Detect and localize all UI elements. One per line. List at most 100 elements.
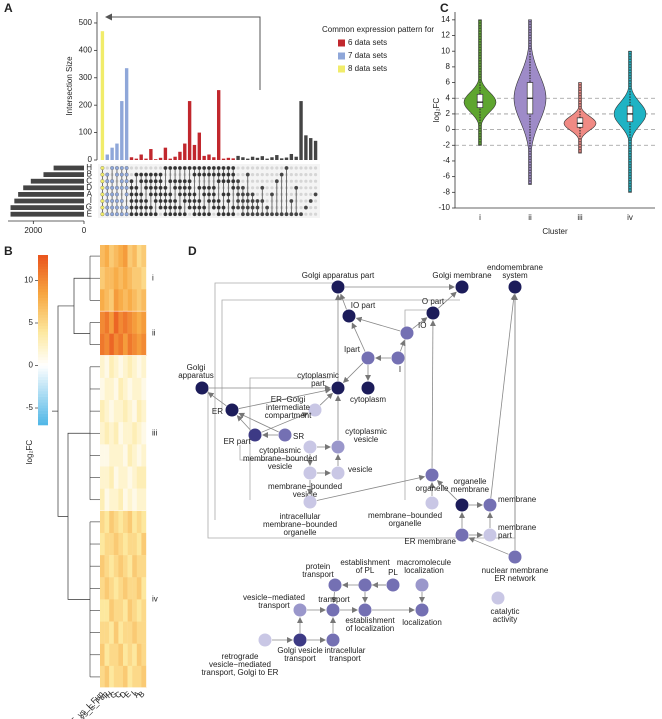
network-node-label: vesicle−mediated transport [243, 593, 305, 610]
heatmap-cell [100, 377, 105, 401]
column-label: I [129, 690, 137, 698]
set-label: A [87, 190, 93, 199]
network-node-label: retrograde vesicle−mediated transport, Gol… [202, 652, 279, 677]
network-node-label: IO part [351, 301, 376, 310]
matrix-dot [231, 166, 236, 170]
heatmap-cell [104, 532, 110, 556]
legend-label: 8 data sets [348, 64, 387, 73]
heatmap-cell [113, 400, 119, 423]
matrix-dot [163, 166, 168, 170]
matrix-dot-empty [299, 166, 303, 170]
matrix-dot [105, 212, 110, 217]
matrix-dot [110, 205, 115, 210]
colorbar-step [38, 362, 48, 366]
matrix-dot [221, 172, 226, 177]
colorbar-step [38, 272, 48, 276]
bar [265, 158, 269, 160]
colorbar-step [38, 334, 48, 338]
matrix-dot-empty [251, 179, 255, 183]
network-edge [207, 392, 227, 407]
network-node [331, 381, 345, 395]
colorbar-step [38, 331, 48, 335]
matrix-dot-empty [309, 173, 313, 177]
matrix-dot-empty [289, 166, 293, 170]
matrix-dot [115, 166, 119, 170]
heatmap-cell [113, 311, 119, 334]
matrix-dot [100, 166, 105, 170]
heatmap-cell [109, 466, 114, 489]
network-node [425, 468, 439, 482]
matrix-dot [134, 205, 139, 210]
set-size-bar [10, 205, 84, 210]
y-tick-label: 14 [441, 15, 450, 24]
bar [115, 143, 119, 160]
matrix-dot [192, 199, 197, 203]
matrix-dot [226, 199, 231, 203]
heatmap-cell [104, 621, 110, 644]
network-node [358, 603, 372, 617]
matrix-dot [265, 205, 270, 210]
matrix-dot [100, 199, 105, 203]
column-label: G [108, 690, 119, 701]
matrix-dot-empty [260, 173, 264, 177]
matrix-dot [250, 205, 255, 210]
y-tick-label: 12 [441, 31, 450, 40]
heatmap-cell [109, 245, 114, 268]
y-tick-label: 6 [446, 78, 451, 87]
label-line: cytoplasmic [259, 446, 301, 455]
heatmap-cell [109, 643, 114, 667]
heatmap-cell [141, 510, 147, 534]
matrix-dot [207, 212, 211, 217]
matrix-dot [279, 172, 284, 177]
matrix-dot [226, 212, 231, 217]
heatmap-cell [104, 555, 110, 578]
heatmap-cell [132, 355, 137, 379]
matrix-dot-empty [313, 199, 318, 203]
matrix-dot [134, 199, 139, 203]
network-node-label: intracellular transport [325, 646, 366, 663]
heatmap-cell [123, 377, 128, 401]
heatmap-cell [118, 267, 124, 290]
heatmap-cell [104, 665, 110, 689]
heatmap-cell [118, 400, 124, 423]
heatmap-cell [118, 532, 124, 556]
x-axis-title: Cluster [542, 227, 568, 236]
matrix-dot [148, 172, 153, 177]
y-tick-label: -4 [443, 156, 451, 165]
label-line: activity [493, 615, 517, 624]
matrix-dot-empty [309, 192, 313, 196]
colorbar-step [38, 303, 48, 307]
matrix-dot-empty [289, 173, 293, 177]
heatmap-cell [123, 267, 128, 290]
heatmap-cell [141, 643, 147, 667]
y-axis-title: Intersection Size [65, 56, 74, 116]
network-node [278, 428, 292, 442]
matrix-dot [115, 185, 119, 190]
colorbar-step [38, 379, 48, 383]
heatmap-cell [104, 577, 110, 600]
colorbar-step [38, 348, 48, 352]
heatmap-cell [141, 621, 147, 644]
matrix-dot-empty [304, 212, 308, 216]
matrix-dot [105, 205, 110, 210]
network-edge [339, 293, 347, 310]
matrix-dot [221, 179, 226, 184]
matrix-dot-empty [212, 212, 216, 216]
network-node-label: cytoplasm [350, 395, 386, 404]
matrix-dot [177, 192, 182, 197]
matrix-dot [119, 212, 124, 217]
network-node-label: Ipart [344, 345, 361, 354]
matrix-dot [182, 166, 187, 170]
network-node [331, 280, 345, 294]
heatmap-cell [118, 577, 124, 600]
label-line: retrograde [222, 652, 259, 661]
heatmap-cell [127, 555, 133, 578]
heatmap-cell [113, 532, 119, 556]
matrix-dot-empty [149, 166, 153, 170]
network-node [425, 496, 439, 510]
matrix-dot [270, 212, 274, 217]
heatmap-cell [127, 643, 133, 667]
heatmap-cell [141, 599, 147, 622]
matrix-dot [308, 199, 313, 203]
